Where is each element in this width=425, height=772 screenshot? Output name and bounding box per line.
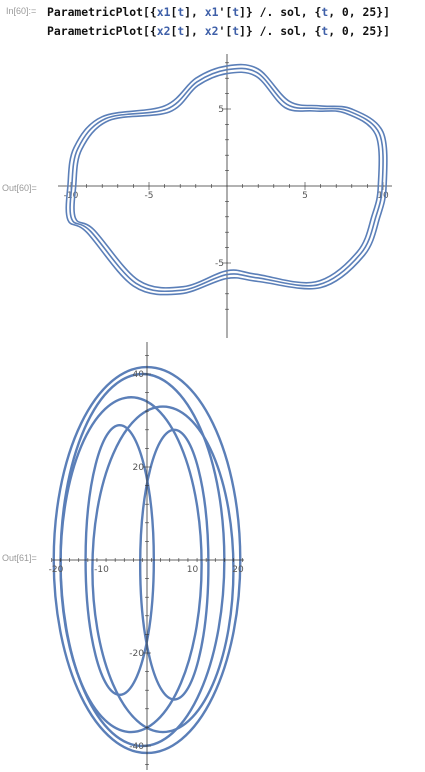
code-token: ], <box>184 5 205 19</box>
parametric-plot-1: -10 -5 5 105-5 <box>58 54 392 338</box>
curve-loop <box>65 63 388 296</box>
code-token: t <box>232 24 240 38</box>
y-tick-label: -20 <box>129 649 144 659</box>
code-token: ]} /. sol, { <box>239 5 322 19</box>
curve-loop <box>73 71 381 289</box>
x-tick-label: 20 <box>232 565 244 575</box>
input-cell-label: In[60]:= <box>6 6 37 16</box>
input-code-line-1[interactable]: ParametricPlot[{x1[t], x1'[t]} /. sol, {… <box>47 5 390 19</box>
code-token: t <box>177 24 185 38</box>
code-token: x1 <box>204 5 219 19</box>
code-token: ]} /. sol, { <box>239 24 322 38</box>
output-cell-label-61: Out[61]= <box>2 553 37 563</box>
x-tick-label: -20 <box>49 565 64 575</box>
code-token: , 0, 25}] <box>328 5 390 19</box>
code-token: t <box>232 5 240 19</box>
curve-loop <box>91 405 235 734</box>
y-tick-label: 40 <box>133 370 145 380</box>
code-token: x2 <box>156 24 171 38</box>
y-tick-label: 20 <box>133 463 145 473</box>
code-token: t <box>321 24 329 38</box>
x-tick-label: 10 <box>377 191 389 201</box>
y-tick-label: 5 <box>218 105 224 115</box>
x-tick-label: 5 <box>302 191 308 201</box>
code-token: x2 <box>204 24 219 38</box>
code-token: , 0, 25}] <box>328 24 390 38</box>
y-tick-label: -40 <box>129 742 144 752</box>
output-cell-label-60: Out[60]= <box>2 183 37 193</box>
code-token: '[ <box>218 24 233 38</box>
input-code-line-2[interactable]: ParametricPlot[{x2[t], x2'[t]} /. sol, {… <box>47 24 390 38</box>
curve-loop <box>138 428 210 701</box>
x-tick-label: -10 <box>94 565 109 575</box>
code-token: t <box>321 5 329 19</box>
parametric-plot-2: -20 -10 10 20 40 20 -20 -40 <box>49 342 244 770</box>
code-token: [ <box>170 5 178 19</box>
curve-loop <box>69 67 384 293</box>
x-tick-label: 10 <box>187 565 199 575</box>
code-token: [ <box>170 24 178 38</box>
code-token: t <box>177 5 185 19</box>
code-token: '[ <box>218 5 233 19</box>
code-token: ParametricPlot[{ <box>47 24 157 38</box>
code-token: ], <box>184 24 205 38</box>
x-tick-label: -5 <box>145 191 154 201</box>
y-tick-label: -5 <box>215 259 224 269</box>
code-token: x1 <box>156 5 171 19</box>
code-token: ParametricPlot[{ <box>47 5 157 19</box>
